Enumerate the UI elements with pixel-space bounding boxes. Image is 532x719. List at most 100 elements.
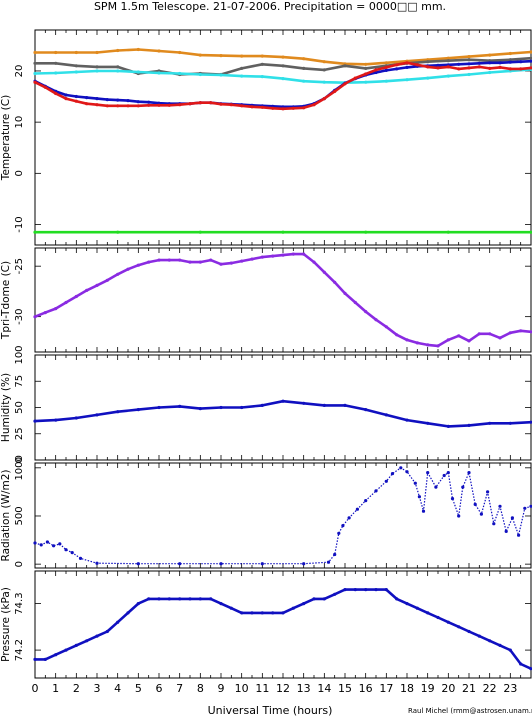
- humidity-data-point: [74, 416, 78, 420]
- pressure-data-point: [291, 606, 295, 610]
- temperature-data-point: [446, 59, 450, 63]
- pressure-data-point: [353, 588, 357, 592]
- temperature-series-4: [33, 61, 532, 111]
- radiation-series-0: [33, 466, 532, 566]
- tpri-tdome-axis-label: Tpri-Tdome (C): [0, 261, 12, 340]
- temperature-data-point: [302, 66, 306, 70]
- radiation-data-point: [364, 499, 368, 503]
- temperature-data-point: [219, 73, 223, 77]
- radiation-data-point: [70, 551, 74, 555]
- temperature-data-point: [457, 67, 461, 71]
- pressure-data-point: [64, 648, 68, 652]
- temperature-data-point: [477, 61, 481, 65]
- tpri-tdome-data-point: [95, 283, 99, 287]
- tpri-tdome-data-point: [446, 338, 450, 342]
- temperature-data-point: [95, 103, 99, 107]
- temperature-data-point: [384, 65, 388, 69]
- radiation-data-point: [260, 562, 264, 566]
- temperature-data-point: [374, 70, 378, 75]
- tpri-tdome-data-point: [74, 294, 78, 299]
- radiation-data-point: [421, 509, 426, 513]
- radiation-data-point: [355, 507, 359, 511]
- radiation-data-point: [95, 561, 99, 565]
- temperature-data-point: [322, 97, 326, 101]
- y-tick-label: 0: [14, 457, 25, 463]
- x-tick-label: 11: [255, 682, 269, 695]
- temperature-data-point: [198, 72, 202, 77]
- y-tick-label: 10: [14, 116, 25, 129]
- temperature-data-point: [374, 68, 378, 72]
- temperature-data-point: [116, 65, 120, 69]
- temperature-data-point: [395, 63, 399, 67]
- pressure-data-point: [167, 597, 171, 601]
- radiation-data-point: [39, 543, 43, 547]
- pressure-data-point: [457, 625, 461, 629]
- pressure-data-point: [229, 606, 233, 610]
- tpri-tdome-data-point: [498, 336, 502, 340]
- temperature-data-point: [353, 76, 357, 80]
- temperature-data-point: [157, 49, 161, 53]
- y-tick-label: 50: [14, 401, 25, 414]
- radiation-data-point: [219, 562, 223, 566]
- tpri-tdome-series-line: [34, 252, 532, 348]
- tpri-tdome-data-point: [322, 270, 326, 274]
- temperature-data-point: [260, 54, 264, 58]
- radiation-data-point: [450, 497, 455, 501]
- x-tick-label: 21: [462, 682, 476, 695]
- pressure-data-point: [467, 629, 471, 634]
- temperature-data-point: [281, 230, 285, 234]
- temperature-data-point: [364, 62, 368, 66]
- tpri-tdome-data-point: [43, 311, 47, 315]
- pressure-data-point: [240, 611, 244, 615]
- x-tick-label: 5: [135, 682, 142, 695]
- x-tick-label: 8: [197, 682, 204, 695]
- y-tick-label: 74.2: [14, 639, 25, 661]
- temperature-data-point: [467, 72, 471, 77]
- temperature-data-point: [529, 50, 532, 54]
- tpri-tdome-data-point: [302, 252, 306, 256]
- humidity-data-point: [136, 408, 140, 412]
- pressure-data-point: [395, 597, 399, 601]
- temperature-data-point: [488, 70, 492, 75]
- pressure-data-point: [415, 606, 419, 610]
- tpri-tdome-data-point: [312, 260, 316, 264]
- radiation-data-point: [178, 562, 182, 566]
- temperature-data-point: [105, 98, 109, 102]
- radiation-data-point: [390, 472, 395, 476]
- x-tick-label: 18: [400, 682, 414, 695]
- x-tick-label: 3: [94, 682, 101, 695]
- radiation-data-point: [58, 542, 62, 546]
- humidity-series-line: [34, 399, 532, 428]
- temperature-data-point: [281, 64, 285, 68]
- tpri-tdome-data-point: [219, 262, 223, 266]
- temperature-data-point: [384, 68, 388, 72]
- pressure-data-point: [508, 648, 512, 652]
- temperature-data-point: [95, 69, 99, 73]
- tpri-tdome-data-point: [188, 260, 192, 264]
- temperature-data-point: [436, 66, 440, 70]
- humidity-data-point: [33, 419, 37, 423]
- tpri-tdome-series-0: [33, 252, 532, 348]
- x-tick-label: 10: [235, 682, 249, 695]
- x-tick-label: 15: [338, 682, 352, 695]
- pressure-data-point: [219, 602, 223, 606]
- humidity-data-point: [281, 399, 285, 403]
- pressure-axis-label: Pressure (kPa): [0, 587, 12, 662]
- humidity-data-point: [157, 405, 161, 410]
- radiation-data-point: [405, 470, 409, 474]
- tpri-tdome-data-point: [426, 343, 430, 347]
- temperature-data-point: [74, 50, 78, 55]
- temperature-data-point: [405, 65, 409, 69]
- x-axis-label: Universal Time (hours): [208, 704, 333, 717]
- radiation-data-point: [467, 471, 471, 475]
- radiation-data-point: [52, 544, 56, 548]
- y-tick-label: 0: [14, 561, 25, 567]
- humidity-data-point: [95, 413, 99, 417]
- temperature-data-point: [95, 97, 99, 101]
- pressure-data-point: [147, 597, 151, 601]
- pressure-data-point: [519, 662, 523, 666]
- humidity-data-point: [302, 401, 306, 405]
- temperature-data-point: [178, 50, 182, 55]
